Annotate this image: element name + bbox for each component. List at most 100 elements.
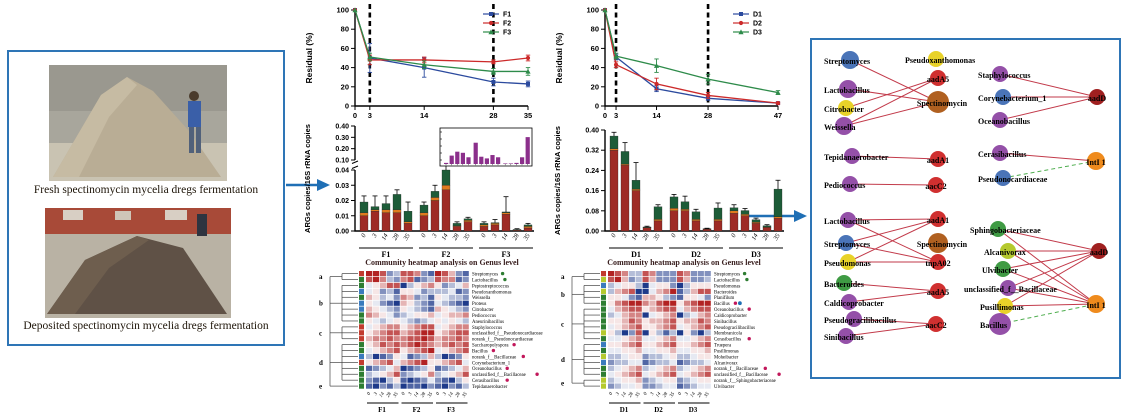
svg-text:aacC2: aacC2 (925, 321, 946, 330)
svg-text:28: 28 (761, 232, 771, 242)
svg-text:F3: F3 (503, 30, 511, 37)
svg-text:Citrobacter: Citrobacter (824, 105, 864, 114)
svg-text:0: 0 (353, 111, 357, 118)
svg-text:d: d (319, 359, 323, 367)
svg-text:28: 28 (628, 391, 635, 398)
svg-text:Cerasibacillus: Cerasibacillus (714, 338, 741, 343)
cooccurrence-network-panel: Streptomyces Pseudoxanthomonas aadA5 Lactob… (810, 38, 1121, 379)
svg-text:D2: D2 (753, 21, 762, 28)
svg-text:0: 0 (436, 391, 442, 396)
svg-text:Ulvibacter: Ulvibacter (982, 266, 1018, 275)
svg-text:Tepidanaerobacter: Tepidanaerobacter (824, 153, 889, 162)
svg-text:F2: F2 (503, 21, 511, 28)
svg-text:35: 35 (402, 232, 412, 243)
svg-text:3: 3 (685, 391, 691, 396)
svg-text:28: 28 (704, 111, 712, 118)
svg-text:F1: F1 (378, 406, 386, 414)
svg-text:aadD: aadD (1090, 248, 1108, 257)
svg-text:D1: D1 (753, 12, 762, 19)
svg-text:14: 14 (655, 391, 662, 398)
svg-text:0: 0 (401, 391, 407, 396)
svg-text:Lactobacillus: Lactobacillus (714, 278, 740, 283)
svg-text:14: 14 (448, 391, 455, 398)
svg-text:b: b (319, 300, 323, 308)
svg-text:Tepidanaerobacter: Tepidanaerobacter (472, 385, 508, 390)
svg-text:Bacillus: Bacillus (472, 349, 488, 354)
svg-text:0.03: 0.03 (335, 183, 349, 190)
svg-text:Bacteroides: Bacteroides (824, 280, 864, 289)
svg-text:3: 3 (650, 391, 656, 396)
svg-text:28: 28 (489, 111, 497, 118)
svg-text:e: e (561, 380, 564, 388)
svg-text:Pseudomonas: Pseudomonas (714, 284, 741, 289)
svg-text:35: 35 (522, 232, 532, 243)
svg-text:Caldicoprobacter: Caldicoprobacter (824, 299, 884, 308)
residual-line-chart-deposited: 0 20 40 60 80 100 0 3 14 28 47 Residual (%) D1 D2 D3 (548, 0, 795, 118)
svg-text:Saccharopolyspora: Saccharopolyspora (472, 344, 509, 349)
photo-caption-fresh: Fresh spectinomycin mycelia dregs fermen… (33, 184, 259, 196)
svg-text:Pseudoxanthomonas: Pseudoxanthomonas (905, 56, 975, 65)
svg-text:unclassified_f__Bacillaceae: unclassified_f__Bacillaceae (714, 373, 768, 378)
svg-text:Citrobacter: Citrobacter (472, 308, 494, 313)
svg-text:28: 28 (451, 232, 461, 242)
svg-text:Membranicola: Membranicola (714, 332, 743, 337)
svg-text:0: 0 (603, 111, 607, 118)
svg-text:35: 35 (393, 391, 400, 398)
svg-text:D3: D3 (753, 30, 762, 37)
svg-text:Staphylococcus: Staphylococcus (978, 71, 1030, 80)
svg-text:IntI 1: IntI 1 (1086, 158, 1105, 167)
svg-text:35: 35 (652, 232, 662, 243)
svg-text:D3: D3 (689, 406, 698, 414)
svg-text:3: 3 (616, 391, 622, 396)
svg-text:unclassified_f__Bacillaceae: unclassified_f__Bacillaceae (472, 373, 526, 378)
svg-text:norank_f__Bacillaceae: norank_f__Bacillaceae (472, 355, 516, 360)
svg-text:28: 28 (697, 391, 704, 398)
svg-text:0: 0 (367, 391, 373, 396)
residual-line-chart-fresh: 0 20 40 60 80 100 0 3 14 28 35 Residual (%) F1 F2 F3 (298, 0, 545, 118)
svg-text:0.24: 0.24 (585, 168, 599, 175)
svg-text:47: 47 (774, 111, 782, 118)
svg-text:80: 80 (341, 25, 349, 34)
svg-text:0: 0 (643, 391, 649, 396)
community-heatmap-fresh: Community heatmap analysis on Genus leve… (316, 256, 550, 418)
svg-text:unclassified_f__Bacillaceae: unclassified_f__Bacillaceae (964, 285, 1057, 294)
svg-text:aadA1: aadA1 (927, 156, 949, 165)
svg-text:F3: F3 (447, 406, 455, 414)
svg-text:Alcanivorax: Alcanivorax (714, 361, 738, 366)
svg-text:Alcanivorax: Alcanivorax (984, 248, 1026, 257)
svg-text:Corynebacterium_1: Corynebacterium_1 (472, 361, 511, 366)
svg-text:Sphingobacteriaceae: Sphingobacteriaceae (970, 226, 1041, 235)
svg-text:14: 14 (440, 232, 450, 242)
svg-text:F3: F3 (502, 250, 511, 258)
svg-text:14: 14 (690, 391, 697, 398)
svg-text:0: 0 (609, 391, 615, 396)
svg-text:3: 3 (614, 111, 618, 118)
svg-text:Bacillus: Bacillus (980, 321, 1007, 330)
svg-text:Pseudogracilibacillus: Pseudogracilibacillus (714, 326, 755, 331)
svg-text:Lactobacillus: Lactobacillus (824, 86, 870, 95)
svg-text:aadA5: aadA5 (927, 75, 949, 84)
svg-text:Truepera: Truepera (714, 344, 732, 349)
svg-text:0.01: 0.01 (335, 213, 349, 220)
svg-text:35: 35 (712, 232, 722, 243)
svg-text:3: 3 (741, 232, 750, 240)
svg-text:norank_f__Sphingobacteriaceae: norank_f__Sphingobacteriaceae (714, 379, 776, 384)
svg-text:3: 3 (408, 391, 414, 396)
svg-text:D3: D3 (751, 250, 761, 258)
svg-text:e: e (319, 383, 322, 391)
svg-text:0.04: 0.04 (335, 168, 349, 175)
svg-text:14: 14 (420, 111, 429, 118)
svg-text:14: 14 (379, 391, 386, 398)
svg-text:Pseudomonas: Pseudomonas (824, 259, 871, 268)
svg-text:Community heatmap analysis on: Community heatmap analysis on Genus leve… (365, 258, 519, 267)
svg-text:35: 35 (462, 391, 469, 398)
svg-text:60: 60 (341, 44, 349, 53)
svg-text:40: 40 (341, 63, 349, 72)
svg-text:Spectinomycin: Spectinomycin (917, 99, 968, 108)
svg-text:100: 100 (336, 6, 349, 15)
svg-text:D1: D1 (631, 250, 641, 258)
svg-text:Pediococcus: Pediococcus (824, 181, 865, 190)
svg-text:Lactobacillus: Lactobacillus (472, 278, 498, 283)
svg-text:3: 3 (491, 232, 500, 240)
svg-text:28: 28 (511, 232, 521, 242)
